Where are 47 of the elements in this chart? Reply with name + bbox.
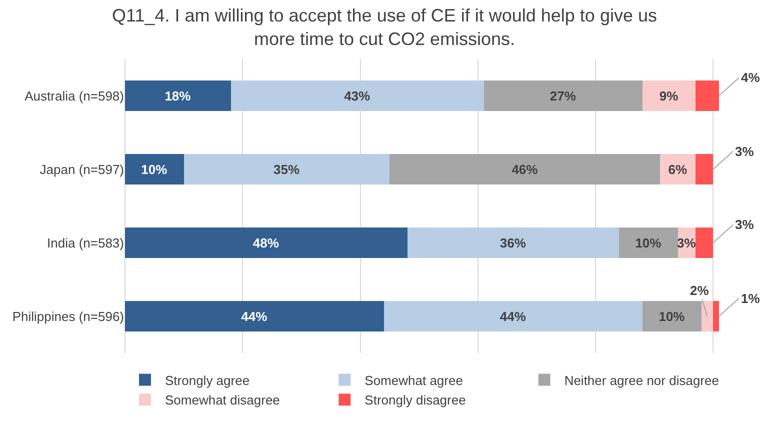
bar <box>125 300 384 332</box>
bar <box>125 154 184 185</box>
bar <box>484 80 643 112</box>
data-label: 36% <box>500 235 526 250</box>
bar <box>407 227 620 258</box>
bar <box>230 80 484 112</box>
data-label: 43% <box>344 88 371 104</box>
data-label: 9% <box>659 88 679 104</box>
data-label: 1% <box>741 291 760 306</box>
data-label: 2% <box>690 283 710 298</box>
bar <box>695 154 714 185</box>
legend-label: Somewhat disagree <box>165 392 280 408</box>
data-label: 46% <box>512 162 538 177</box>
data-label: 44% <box>500 308 526 324</box>
bar <box>619 227 678 258</box>
data-label: 3% <box>735 217 754 232</box>
bar <box>701 300 714 332</box>
y-tick-label: Philippines (n=596) <box>12 308 124 324</box>
data-label: 10% <box>658 308 686 324</box>
data-label: 10% <box>635 235 662 250</box>
data-label: 48% <box>252 235 280 250</box>
y-tick-label: Japan (n=597) <box>40 162 124 177</box>
bar <box>125 227 408 258</box>
data-label: 10% <box>141 162 168 177</box>
y-tick-label: India (n=583) <box>47 235 124 250</box>
bar <box>390 154 660 185</box>
bar <box>642 80 696 112</box>
bar <box>713 300 719 332</box>
legend-label: Somewhat agree <box>364 372 463 388</box>
bar <box>384 300 643 332</box>
bar <box>695 227 714 258</box>
y-tick-label: Australia (n=598) <box>24 88 124 104</box>
data-label: 3% <box>677 235 696 250</box>
data-label: 4% <box>741 70 760 85</box>
data-label: 6% <box>668 162 688 177</box>
legend-label: Strongly agree <box>165 372 250 388</box>
legend-label: Neither agree nor disagree <box>564 372 719 388</box>
legend-label: Strongly disagree <box>364 392 466 408</box>
chart-title: Q11_4. I am willing to accept the use of CE if it would help to give us more time to cut CO2 emissions. <box>112 6 657 49</box>
data-label: 18% <box>164 88 192 104</box>
bar <box>184 154 390 185</box>
data-label: 3% <box>735 144 754 159</box>
bar <box>125 80 231 112</box>
data-label: 35% <box>274 162 300 177</box>
data-label: 44% <box>241 308 268 324</box>
data-label: 27% <box>550 88 576 104</box>
bar <box>695 80 719 112</box>
